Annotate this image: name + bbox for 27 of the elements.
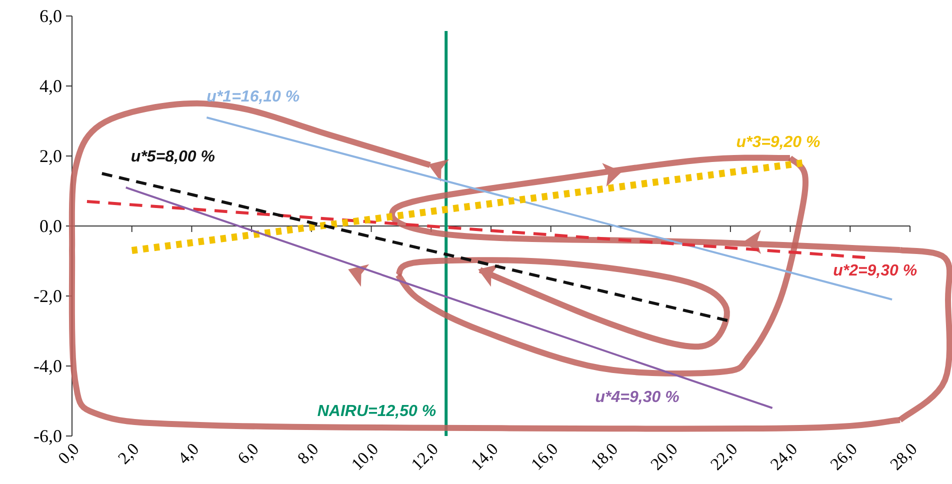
y-tick-label: -2,0 bbox=[34, 286, 62, 306]
series-label: u*1=16,10 % bbox=[206, 88, 300, 106]
x-tick-label: 18,0 bbox=[587, 439, 622, 474]
ref-line-label: NAIRU=12,50 % bbox=[317, 403, 436, 420]
x-tick-label: 16,0 bbox=[527, 439, 562, 474]
x-tick-label: 12,0 bbox=[408, 439, 442, 474]
x-tick-label: 14,0 bbox=[467, 439, 502, 474]
x-tick-label: 10,0 bbox=[348, 439, 382, 474]
y-tick-label: 4,0 bbox=[40, 76, 62, 96]
x-tick-label: 24,0 bbox=[766, 439, 802, 474]
y-tick-label: 0,0 bbox=[40, 216, 62, 236]
y-tick-label: -4,0 bbox=[34, 356, 62, 376]
series-label: u*2=9,30 % bbox=[833, 262, 918, 280]
series-label: u*3=9,20 % bbox=[736, 134, 820, 151]
x-tick-label: 4,0 bbox=[174, 439, 203, 468]
x-tick-label: 26,0 bbox=[826, 439, 861, 474]
series-label: u*5=8,00 % bbox=[130, 148, 215, 166]
x-tick-label: 6,0 bbox=[234, 439, 262, 468]
x-tick-label: 2,0 bbox=[114, 439, 143, 468]
x-tick-label: 20,0 bbox=[646, 439, 682, 474]
y-tick-label: 2,0 bbox=[40, 146, 62, 166]
series-label: u*4=9,30 % bbox=[595, 389, 680, 406]
y-tick-label: -6,0 bbox=[34, 426, 62, 446]
x-tick-label: 22,0 bbox=[706, 439, 742, 474]
x-tick-label: 28,0 bbox=[886, 439, 921, 474]
x-tick-label: 8,0 bbox=[294, 439, 322, 468]
y-tick-label: 6,0 bbox=[40, 6, 62, 26]
